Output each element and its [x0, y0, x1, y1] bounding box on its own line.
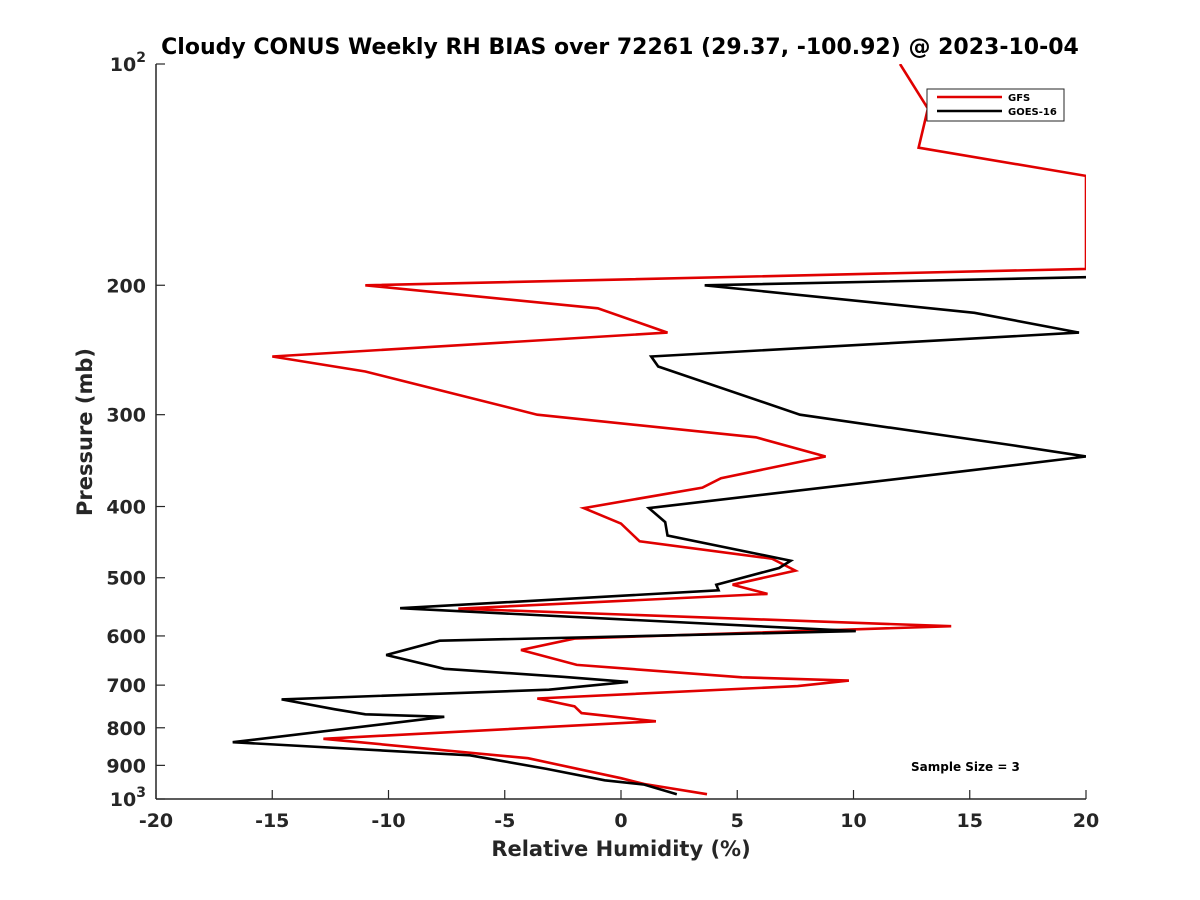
x-tick-label: 0 [614, 810, 627, 832]
x-tick-label: 10 [840, 810, 866, 832]
series-line-gfs [272, 64, 1086, 796]
chart-title: Cloudy CONUS Weekly RH BIAS over 72261 (… [161, 35, 1079, 60]
legend-label-goes16: GOES-16 [1008, 107, 1057, 118]
x-tick-label: -5 [494, 810, 515, 832]
legend: GFS GOES-16 [926, 88, 1065, 122]
x-tick-label: -15 [255, 810, 289, 832]
y-tick-label: 200 [106, 275, 146, 297]
x-tick-label: -10 [371, 810, 405, 832]
y-tick-label: 800 [106, 718, 146, 740]
y-tick-label: 900 [106, 755, 146, 777]
plot-area: -20 -15 -10 -5 0 5 10 15 20 102 200 300 400 500 600 70… [106, 50, 1099, 832]
x-axis-ticks: -20 -15 -10 -5 0 5 10 15 20 [139, 790, 1099, 832]
x-tick-label: -20 [139, 810, 173, 832]
y-tick-label: 700 [106, 675, 146, 697]
y-axis-ticks: 102 200 300 400 500 600 700 800 900 103 [106, 50, 165, 811]
y-tick-label: 300 [106, 405, 146, 427]
x-tick-label: 15 [957, 810, 983, 832]
x-axis-label: Relative Humidity (%) [491, 837, 750, 861]
y-tick-label: 500 [106, 568, 146, 590]
x-tick-label: 20 [1073, 810, 1099, 832]
series-line-goes16 [232, 275, 1086, 796]
sample-size-annotation: Sample Size = 3 [911, 760, 1020, 774]
legend-label-gfs: GFS [1008, 93, 1030, 104]
y-tick-label: 102 [110, 50, 146, 76]
y-axis-label: Pressure (mb) [73, 348, 97, 516]
x-tick-label: 5 [731, 810, 744, 832]
series-layer [232, 64, 1086, 796]
y-tick-label: 600 [106, 626, 146, 648]
legend-box [926, 88, 1065, 122]
y-tick-label: 400 [106, 497, 146, 519]
y-tick-label: 103 [110, 785, 146, 811]
